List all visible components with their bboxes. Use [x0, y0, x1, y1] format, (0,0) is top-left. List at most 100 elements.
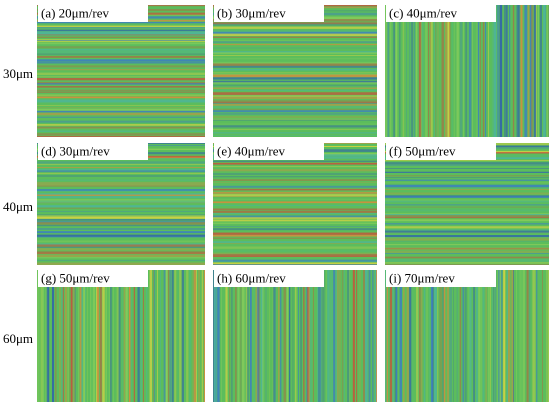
- groove: [394, 270, 397, 402]
- groove: [37, 46, 205, 49]
- groove: [37, 179, 205, 182]
- groove: [37, 236, 205, 238]
- groove: [213, 105, 377, 109]
- groove: [439, 270, 442, 402]
- groove: [213, 185, 377, 188]
- groove: [240, 270, 242, 402]
- groove: [37, 48, 205, 51]
- groove: [105, 270, 107, 402]
- groove: [456, 270, 458, 402]
- groove: [416, 270, 418, 402]
- groove: [37, 221, 205, 223]
- groove: [213, 100, 377, 102]
- groove: [37, 65, 205, 68]
- surface-image: [37, 5, 205, 137]
- groove: [431, 5, 433, 137]
- groove: [65, 270, 67, 402]
- groove: [37, 199, 205, 202]
- groove: [81, 270, 83, 402]
- groove: [453, 270, 454, 402]
- groove: [548, 5, 549, 137]
- groove: [468, 5, 472, 137]
- groove: [45, 270, 47, 402]
- groove: [213, 57, 377, 60]
- groove: [540, 270, 541, 402]
- groove: [37, 86, 205, 88]
- label-box: [38, 5, 148, 22]
- groove: [213, 92, 377, 95]
- groove: [213, 129, 377, 130]
- groove: [37, 183, 205, 187]
- groove: [265, 270, 267, 402]
- groove: [213, 210, 377, 213]
- groove: [387, 5, 390, 137]
- groove: [213, 73, 377, 76]
- groove: [163, 270, 166, 402]
- groove: [152, 270, 155, 402]
- groove: [213, 217, 377, 220]
- groove: [385, 206, 549, 208]
- groove: [505, 5, 508, 137]
- groove: [37, 33, 205, 36]
- groove: [128, 270, 131, 402]
- groove: [478, 270, 480, 402]
- groove: [213, 208, 377, 211]
- groove: [83, 270, 86, 402]
- groove: [318, 270, 320, 402]
- groove: [437, 5, 439, 137]
- groove: [203, 270, 205, 402]
- groove: [37, 29, 205, 32]
- groove: [37, 94, 205, 96]
- groove: [385, 223, 549, 225]
- groove: [385, 253, 549, 254]
- groove: [385, 258, 549, 261]
- groove: [213, 194, 377, 197]
- groove: [181, 270, 183, 402]
- groove: [385, 213, 549, 215]
- groove: [37, 248, 205, 251]
- groove: [213, 252, 377, 255]
- groove: [385, 179, 549, 181]
- groove: [142, 270, 145, 402]
- groove: [213, 225, 377, 228]
- surface-image: [385, 5, 549, 137]
- groove: [213, 241, 377, 244]
- groove: [213, 254, 377, 257]
- groove: [413, 5, 416, 137]
- groove: [213, 246, 377, 249]
- groove: [459, 270, 462, 402]
- groove: [213, 63, 377, 66]
- groove: [159, 270, 161, 402]
- groove: [518, 5, 520, 137]
- groove: [37, 96, 205, 99]
- groove: [428, 270, 430, 402]
- groove: [37, 270, 40, 402]
- groove: [196, 270, 197, 402]
- groove: [385, 219, 549, 222]
- groove: [213, 169, 377, 172]
- groove: [508, 5, 511, 137]
- groove: [522, 270, 525, 402]
- groove: [37, 201, 205, 203]
- groove: [37, 172, 205, 174]
- groove: [174, 270, 177, 402]
- groove: [432, 270, 434, 402]
- groove: [482, 270, 485, 402]
- groove: [37, 262, 205, 265]
- groove: [385, 187, 549, 189]
- groove: [506, 270, 508, 402]
- groove: [385, 175, 549, 177]
- groove: [437, 270, 439, 402]
- groove: [37, 185, 205, 187]
- groove: [385, 250, 549, 254]
- groove: [37, 255, 205, 257]
- groove: [37, 246, 205, 248]
- groove: [477, 5, 480, 137]
- groove: [213, 33, 377, 37]
- groove: [125, 270, 128, 402]
- groove: [193, 270, 197, 402]
- groove: [213, 65, 377, 68]
- groove: [213, 135, 377, 136]
- groove: [385, 209, 549, 212]
- groove: [319, 270, 322, 402]
